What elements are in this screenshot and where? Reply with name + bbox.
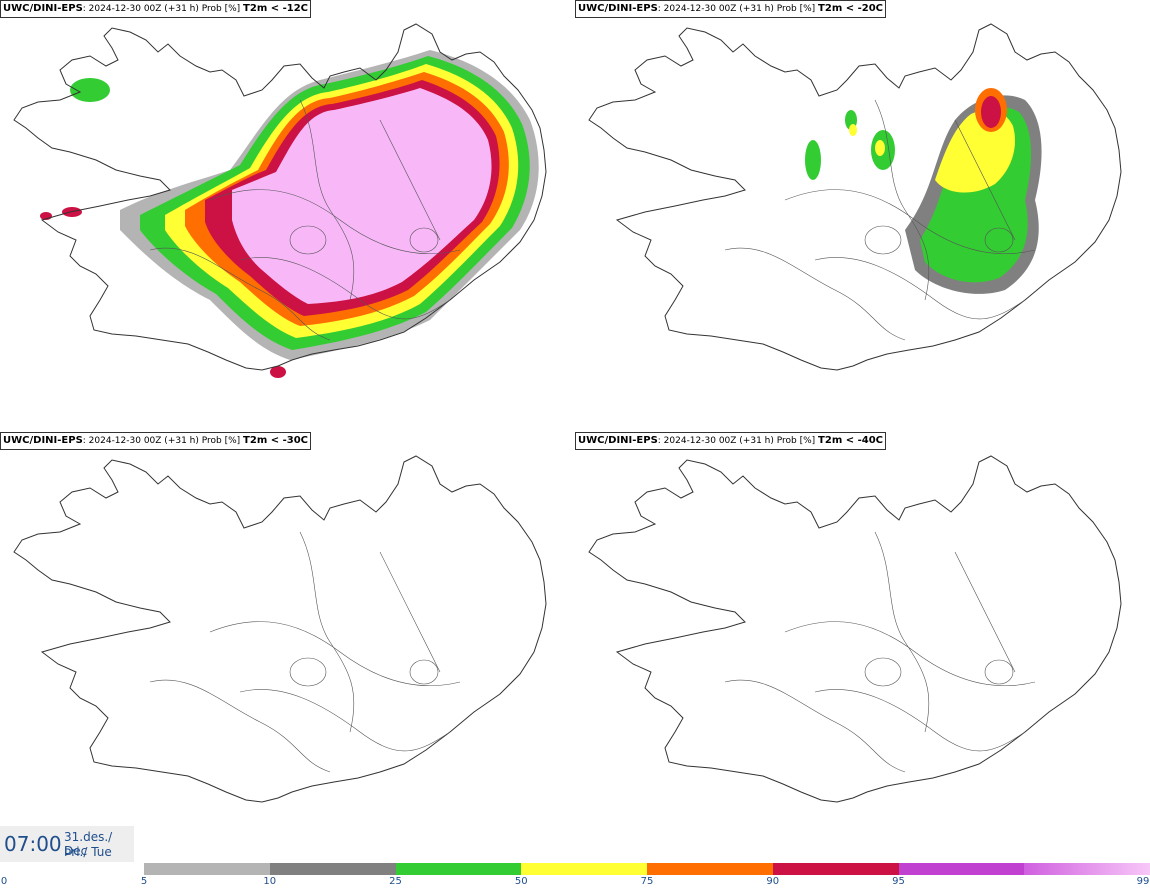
valid-time-box: 07:00 31.des./ Dec Þri./ Tue [0,826,134,862]
iceland-map [13,455,547,803]
panel-title: UWC/DINI-EPS: 2024-12-30 00Z (+31 h) Pro… [575,432,886,450]
legend-tick-label: 90 [766,876,780,887]
valid-weekday: Þri./ Tue [64,845,112,859]
legend-ticks: 0 5 10 25 50 75 90 95 99 [0,876,1150,890]
run-info: : 2024-12-30 00Z (+31 h) Prob [%] [657,436,816,446]
model-name: UWC/DINI-EPS [578,435,658,446]
legend-color-segment [144,863,271,875]
legend-color-segment [269,863,396,875]
valid-date: 31.des./ Dec [64,830,113,858]
legend-tick-label: 99 [1136,876,1150,887]
threshold-label: T2m < -12C [243,3,308,14]
map-panel: UWC/DINI-EPS: 2024-12-30 00Z (+31 h) Pro… [0,0,575,432]
legend-tick-label: 75 [640,876,654,887]
run-info: : 2024-12-30 00Z (+31 h) Prob [%] [82,4,241,14]
model-name: UWC/DINI-EPS [3,435,83,446]
legend-color-segment [395,863,522,875]
panel-title: UWC/DINI-EPS: 2024-12-30 00Z (+31 h) Pro… [575,0,886,18]
panel-title: UWC/DINI-EPS: 2024-12-30 00Z (+31 h) Pro… [0,0,311,18]
threshold-label: T2m < -30C [243,435,308,446]
threshold-label: T2m < -20C [818,3,883,14]
legend-tick-label: 95 [892,876,905,887]
run-info: : 2024-12-30 00Z (+31 h) Prob [%] [657,4,816,14]
iceland-map [588,23,1122,371]
model-name: UWC/DINI-EPS [3,3,83,14]
map-panel: UWC/DINI-EPS: 2024-12-30 00Z (+31 h) Pro… [575,432,1150,864]
iceland-map [13,23,547,378]
panel-title: UWC/DINI-EPS: 2024-12-30 00Z (+31 h) Pro… [0,432,311,450]
legend-tick-label: 10 [263,876,277,887]
run-info: : 2024-12-30 00Z (+31 h) Prob [%] [82,436,241,446]
valid-time: 07:00 [4,832,62,856]
color-legend [144,863,1150,875]
legend-tick-label: 5 [140,876,148,887]
legend-color-segment [772,863,899,875]
legend-color-segment [647,863,774,875]
model-name: UWC/DINI-EPS [578,3,658,14]
iceland-map [588,455,1122,803]
legend-tick-label: 0 [0,876,8,887]
map-panel: UWC/DINI-EPS: 2024-12-30 00Z (+31 h) Pro… [0,432,575,864]
threshold-label: T2m < -40C [818,435,883,446]
legend-color-segment [898,863,1025,875]
map-panel: UWC/DINI-EPS: 2024-12-30 00Z (+31 h) Pro… [575,0,1150,432]
legend-color-segment [1024,863,1150,875]
legend-color-segment [521,863,648,875]
legend-tick-label: 50 [514,876,528,887]
legend-tick-label: 25 [389,876,402,887]
